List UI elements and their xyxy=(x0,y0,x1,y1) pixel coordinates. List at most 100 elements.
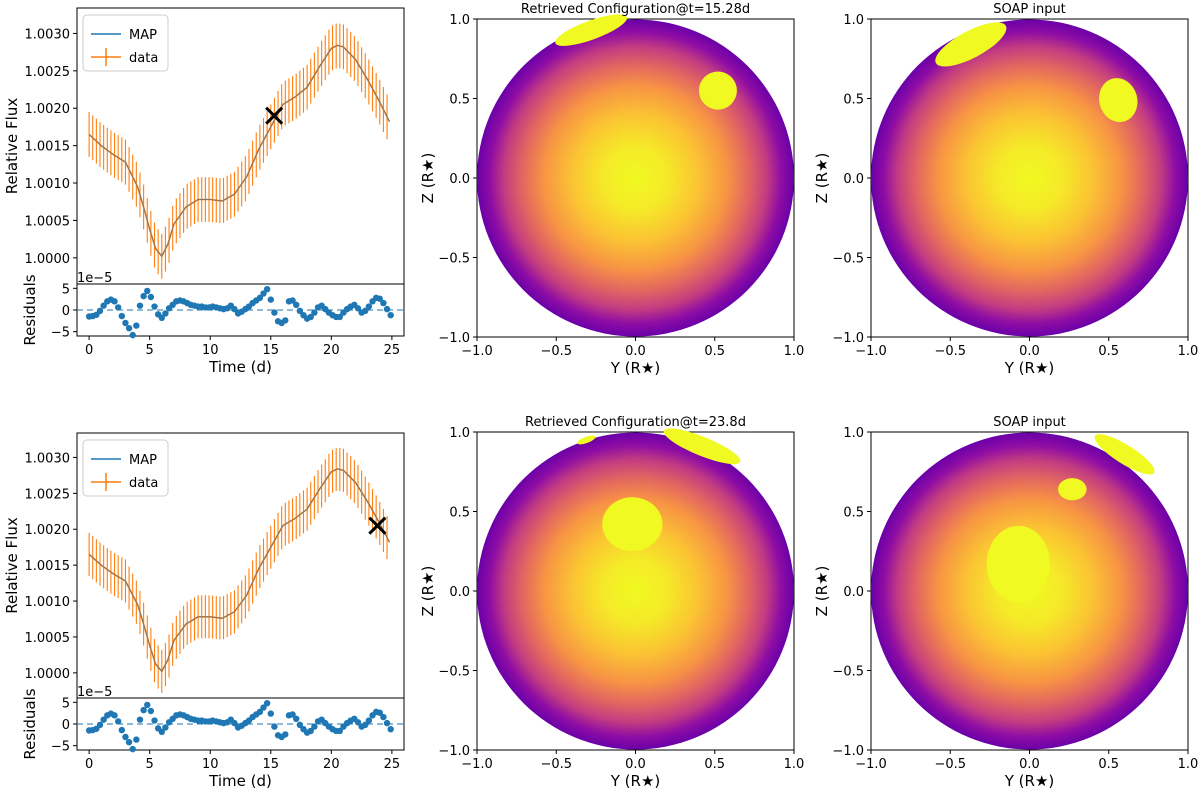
starspot xyxy=(663,428,741,465)
y-tick-label: 1.0015 xyxy=(25,140,71,155)
y-tick-label: 1.0000 xyxy=(25,252,71,267)
residual-point xyxy=(293,301,300,308)
residual-point xyxy=(129,331,136,339)
y-axis-label: Residuals xyxy=(21,274,39,345)
residual-point xyxy=(271,309,278,316)
offset-label: 1e−5 xyxy=(77,685,112,700)
x-axis-label: Y (R★) xyxy=(1004,772,1055,790)
y-tick-label: 1.0030 xyxy=(25,27,71,42)
y-tick-label: 1.0 xyxy=(843,426,864,441)
y-tick-label: 1.0 xyxy=(843,13,864,28)
y-tick-label: 1.0005 xyxy=(25,214,71,229)
x-tick-label: 10 xyxy=(202,757,219,772)
y-tick-label: 5 xyxy=(62,282,70,297)
x-tick-label: 20 xyxy=(323,757,340,772)
residual-point xyxy=(311,723,318,730)
residual-point xyxy=(383,305,391,313)
y-axis-label: Z (R★) xyxy=(813,153,831,204)
time-marker xyxy=(368,516,387,535)
x-tick-label: −1.0 xyxy=(855,757,887,772)
y-tick-label: 0.0 xyxy=(449,585,470,600)
residual-point xyxy=(231,719,238,727)
residual-point xyxy=(114,718,122,725)
x-tick-label: 25 xyxy=(384,343,401,358)
residual-point xyxy=(293,715,300,722)
residual-point xyxy=(133,322,140,329)
residual-point xyxy=(376,295,383,302)
residual-point xyxy=(122,733,129,741)
y-tick-label: 1.0025 xyxy=(25,65,71,80)
lightcurve-panel-lc-bottom: 1.0000 1.0005 1.0010 1.0015 1.0020 1.0025 1.00… xyxy=(3,432,405,699)
x-tick-label: 0.5 xyxy=(1098,344,1119,359)
panel-title: Retrieved Configuration@t=23.8d xyxy=(525,415,746,430)
residual-point xyxy=(267,710,274,717)
x-tick-label: 1.0 xyxy=(784,344,805,359)
residual-point xyxy=(256,708,264,716)
y-tick-label: 1.0020 xyxy=(25,102,71,117)
x-tick-label: 0 xyxy=(85,343,93,358)
x-tick-label: −1.0 xyxy=(461,344,493,359)
y-tick-label: 1.0010 xyxy=(25,595,71,610)
x-tick-label: −0.5 xyxy=(934,757,966,772)
x-tick-label: −1.0 xyxy=(855,344,887,359)
x-axis-label: Time (d) xyxy=(208,772,272,790)
residual-point xyxy=(267,296,274,303)
lightcurve-panel-lc-top: 1.0000 1.0005 1.0010 1.0015 1.0020 1.0025 1.00… xyxy=(3,7,405,285)
time-marker-stroke xyxy=(265,106,284,125)
y-tick-label: 1.0010 xyxy=(25,177,71,192)
y-tick-label: −5 xyxy=(51,326,70,341)
residual-point xyxy=(144,701,151,709)
residual-point xyxy=(376,709,383,716)
residual-point xyxy=(365,303,373,310)
y-tick-label: 0 xyxy=(62,304,70,319)
residual-point xyxy=(289,297,296,304)
panel-title: SOAP input xyxy=(993,415,1066,430)
disk-panel-disk-bottom: −1.0 −0.5 0.0 0.5 1.0 −1.0 −0.5 0.0 0.5 1.0 Retrie… xyxy=(419,415,804,790)
residual-point xyxy=(354,305,362,312)
stellar-disk xyxy=(871,19,1188,337)
residual-point xyxy=(122,319,129,327)
x-tick-label: 1.0 xyxy=(1178,344,1199,359)
y-tick-label: 0.0 xyxy=(843,172,864,187)
x-axis-label: Y (R★) xyxy=(610,772,661,790)
y-tick-label: −1.0 xyxy=(438,331,470,346)
x-tick-label: −0.5 xyxy=(540,344,572,359)
panel-title: Retrieved Configuration@t=15.28d xyxy=(521,2,750,17)
residual-point xyxy=(263,700,271,707)
stellar-disk xyxy=(477,19,794,337)
residual-point xyxy=(147,707,155,715)
residual-point xyxy=(125,739,133,746)
residual-point xyxy=(140,292,147,300)
y-tick-label: 1.0000 xyxy=(25,667,71,682)
residual-point xyxy=(118,312,126,320)
residual-point xyxy=(260,290,267,297)
residual-point xyxy=(311,309,318,316)
y-tick-label: 0.5 xyxy=(449,93,470,108)
y-tick-label: −0.5 xyxy=(832,665,864,680)
residual-point xyxy=(136,716,144,723)
residual-point xyxy=(271,723,278,730)
residual-point xyxy=(387,726,394,733)
y-tick-label: 1.0025 xyxy=(25,487,71,502)
residual-point xyxy=(282,731,289,738)
x-tick-label: −0.5 xyxy=(934,344,966,359)
legend-map-label: MAP xyxy=(129,453,157,468)
y-tick-label: 0.5 xyxy=(449,506,470,521)
residual-point xyxy=(118,726,126,734)
residual-point xyxy=(133,736,140,743)
y-tick-label: 1.0015 xyxy=(25,559,71,574)
starspot xyxy=(935,22,1007,67)
residuals-panel-res-top: −5 0 5 0 5 10 15 20 25 1e−5 Residuals Time (d) xyxy=(21,271,405,376)
residual-point xyxy=(296,721,304,729)
residual-point xyxy=(380,713,387,721)
residual-point xyxy=(111,712,118,719)
x-tick-label: 0.5 xyxy=(704,757,725,772)
starspot xyxy=(1058,478,1087,501)
x-tick-label: 0.0 xyxy=(625,344,646,359)
y-axis-label: Residuals xyxy=(21,688,39,759)
x-tick-label: −1.0 xyxy=(461,757,493,772)
starspot xyxy=(602,497,663,552)
residual-point xyxy=(263,286,271,293)
y-tick-label: 0.5 xyxy=(843,93,864,108)
